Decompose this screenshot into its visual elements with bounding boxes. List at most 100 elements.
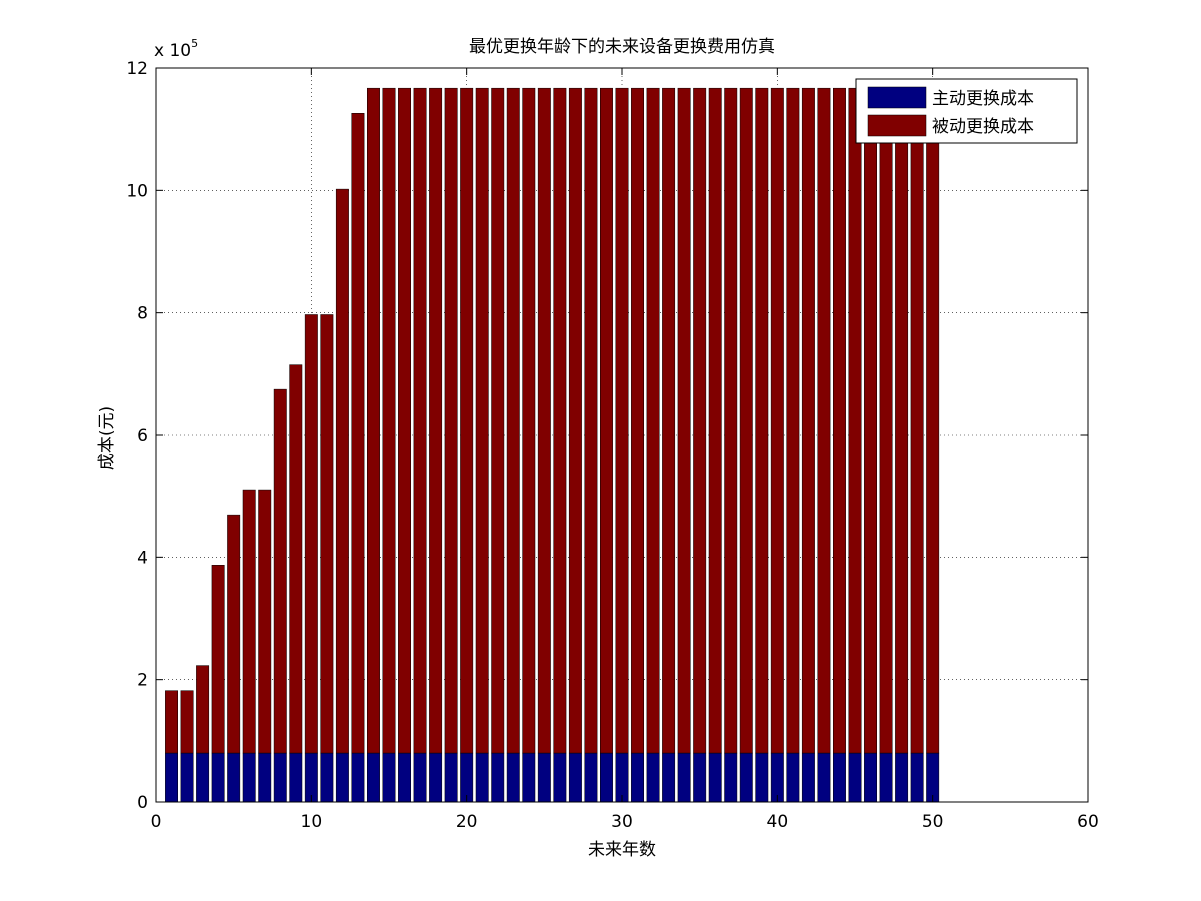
y-exponent-label: x 105 (154, 37, 198, 61)
y-tick-label: 8 (137, 304, 148, 324)
bar-active-cost (367, 752, 380, 803)
y-exponent-power: 5 (191, 37, 198, 50)
bar-passive-cost (475, 87, 489, 754)
bar-active-cost (460, 752, 474, 803)
y-tick-label: 10 (126, 181, 148, 201)
y-exponent-base: x 10 (154, 41, 191, 61)
bar-passive-cost (568, 87, 582, 754)
bar-passive-cost (693, 87, 707, 754)
bars (165, 87, 940, 803)
bar-active-cost (398, 752, 411, 803)
x-tick-label: 60 (1077, 812, 1099, 832)
bar-passive-cost (398, 87, 411, 754)
bar-active-cost (475, 752, 489, 803)
bar-passive-cost (786, 87, 800, 754)
y-tick-label: 2 (137, 671, 148, 691)
bar-passive-cost (196, 665, 210, 754)
bar-passive-cost (646, 87, 660, 754)
bar-passive-cost (864, 87, 877, 754)
bar-passive-cost (382, 87, 396, 754)
y-tick-label: 12 (126, 59, 148, 79)
bar-passive-cost (242, 489, 256, 754)
legend-label-active: 主动更换成本 (932, 89, 1034, 109)
bar-passive-cost (227, 514, 241, 754)
bar-passive-cost (165, 690, 178, 754)
bar-passive-cost (677, 87, 691, 754)
bar-active-cost (600, 752, 613, 803)
bar-active-cost (786, 752, 800, 803)
bar-active-cost (568, 752, 582, 803)
x-tick-label: 40 (767, 812, 789, 832)
bar-active-cost (724, 752, 738, 803)
bar-active-cost (382, 752, 396, 803)
bar-active-cost (429, 752, 443, 803)
bar-active-cost (677, 752, 691, 803)
bar-passive-cost (429, 87, 443, 754)
bar-active-cost (910, 752, 924, 803)
bar-passive-cost (910, 87, 924, 754)
bar-passive-cost (367, 87, 380, 754)
bar-active-cost (848, 752, 862, 803)
bar-active-cost (522, 752, 536, 803)
bar-passive-cost (553, 87, 567, 754)
bar-active-cost (242, 752, 256, 803)
bar-active-cost (273, 752, 287, 803)
y-tick-label: 4 (137, 548, 148, 568)
bar-active-cost (879, 752, 893, 803)
bar-active-cost (584, 752, 598, 803)
bar-passive-cost (724, 87, 738, 754)
bar-active-cost (708, 752, 722, 803)
bar-passive-cost (584, 87, 598, 754)
bar-active-cost (895, 752, 909, 803)
bar-active-cost (537, 752, 551, 803)
bar-passive-cost (833, 87, 846, 754)
bar-passive-cost (320, 314, 334, 754)
bar-passive-cost (708, 87, 722, 754)
bar-passive-cost (848, 87, 862, 754)
bar-passive-cost (289, 364, 303, 754)
bar-passive-cost (211, 565, 225, 754)
bar-passive-cost (460, 87, 474, 754)
bar-active-cost (335, 752, 349, 803)
bar-passive-cost (801, 87, 815, 754)
bar-passive-cost (522, 87, 536, 754)
legend: 主动更换成本 被动更换成本 (855, 78, 1078, 144)
y-tick-label: 0 (137, 793, 148, 813)
bar-passive-cost (491, 87, 505, 754)
bar-passive-cost (662, 87, 676, 754)
legend-swatch-passive (867, 114, 927, 137)
bar-passive-cost (304, 314, 318, 754)
bar-active-cost (693, 752, 707, 803)
bar-active-cost (491, 752, 505, 803)
bar-passive-cost (739, 87, 753, 754)
bar-active-cost (864, 752, 877, 803)
bar-active-cost (180, 752, 194, 803)
legend-swatch-active (867, 86, 927, 109)
x-tick-label: 10 (301, 812, 323, 832)
bar-passive-cost (879, 87, 893, 754)
bar-passive-cost (506, 87, 520, 754)
bar-passive-cost (926, 87, 940, 754)
bar-active-cost (227, 752, 241, 803)
bar-active-cost (615, 752, 629, 803)
chart-title: 最优更换年龄下的未来设备更换费用仿真 (469, 37, 775, 57)
bar-passive-cost (817, 87, 831, 754)
y-tick-label: 6 (137, 426, 148, 446)
bar-passive-cost (335, 188, 349, 754)
bar-passive-cost (180, 690, 194, 754)
bar-active-cost (817, 752, 831, 803)
bar-passive-cost (600, 87, 613, 754)
legend-label-passive: 被动更换成本 (932, 117, 1034, 137)
bar-active-cost (304, 752, 318, 803)
bar-active-cost (320, 752, 334, 803)
bar-active-cost (258, 752, 272, 803)
bar-passive-cost (755, 87, 769, 754)
y-axis-label: 成本(元) (97, 406, 117, 470)
bar-active-cost (739, 752, 753, 803)
bar-active-cost (631, 752, 644, 803)
bar-passive-cost (770, 87, 784, 754)
x-tick-label: 50 (922, 812, 944, 832)
bar-active-cost (413, 752, 427, 803)
x-tick-label: 30 (611, 812, 633, 832)
